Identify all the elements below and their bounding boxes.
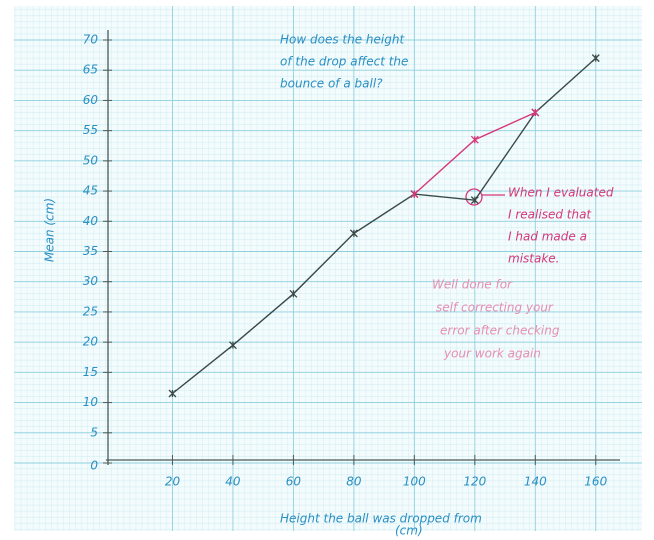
y-tick-label: 5 xyxy=(90,425,98,439)
x-tick-label: 60 xyxy=(286,475,302,489)
x-axis-label: (cm) xyxy=(395,524,423,538)
annotation: I had made a xyxy=(508,230,587,244)
annotation: When I evaluated xyxy=(508,186,614,200)
annotation: your work again xyxy=(443,347,541,361)
annotation: error after checking xyxy=(440,324,560,338)
x-tick-label: 120 xyxy=(463,475,486,489)
y-tick-label: 0 xyxy=(90,459,98,473)
y-tick-label: 20 xyxy=(83,335,99,349)
y-tick-label: 45 xyxy=(83,184,98,198)
y-tick-label: 50 xyxy=(83,153,99,167)
chart-title: bounce of a ball? xyxy=(280,77,383,91)
x-tick-label: 140 xyxy=(524,475,547,489)
x-tick-label: 20 xyxy=(165,475,181,489)
y-tick-label: 70 xyxy=(83,33,99,47)
annotation: Well done for xyxy=(432,278,513,292)
y-tick-label: 15 xyxy=(83,365,98,379)
y-tick-label: 30 xyxy=(83,274,99,288)
annotation: I realised that xyxy=(508,208,592,222)
chart-title: of the drop affect the xyxy=(280,55,408,69)
annotation: mistake. xyxy=(508,252,559,266)
annotation: self correcting your xyxy=(436,301,554,315)
x-tick-label: 80 xyxy=(346,475,362,489)
y-tick-label: 10 xyxy=(83,395,99,409)
y-tick-label: 25 xyxy=(83,304,98,318)
x-tick-label: 100 xyxy=(403,475,426,489)
y-tick-label: 35 xyxy=(83,244,98,258)
x-tick-label: 40 xyxy=(225,475,241,489)
y-tick-label: 40 xyxy=(83,214,99,228)
y-tick-label: 55 xyxy=(83,123,98,137)
x-axis-label: Height the ball was dropped from xyxy=(280,512,482,526)
chart: How does the height of the drop affect th… xyxy=(0,0,654,540)
y-tick-label: 65 xyxy=(83,63,98,77)
x-tick-label: 160 xyxy=(584,475,607,489)
chart-title: How does the height xyxy=(280,33,405,47)
y-axis-label: Mean (cm) xyxy=(43,198,57,262)
y-tick-label: 60 xyxy=(83,93,99,107)
